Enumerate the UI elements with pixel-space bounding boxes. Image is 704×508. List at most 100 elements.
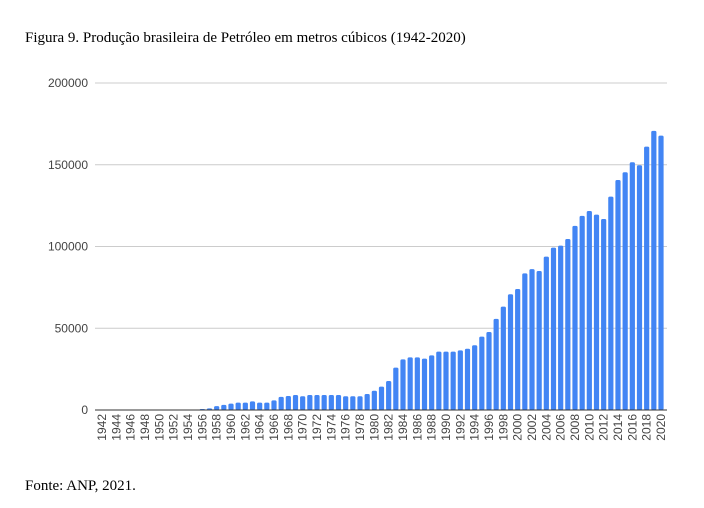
- x-tick-label: 1984: [396, 414, 410, 441]
- bar-1984: [400, 359, 406, 410]
- bar-1972: [314, 394, 320, 410]
- bar-1974: [328, 394, 334, 410]
- bar-1967: [278, 396, 284, 410]
- x-tick-label: 1960: [224, 414, 238, 441]
- bar-1977: [350, 396, 356, 410]
- figure-title: Figura 9. Produção brasileira de Petróle…: [25, 30, 466, 46]
- x-tick-label: 1970: [296, 414, 310, 441]
- x-tick-label: 2000: [511, 414, 525, 441]
- y-tick-label: 150000: [48, 158, 88, 172]
- x-tick-label: 1998: [496, 414, 510, 441]
- bar-1988: [429, 355, 435, 410]
- bar-2012: [601, 219, 607, 410]
- bar-2015: [622, 172, 628, 410]
- x-tick-label: 2020: [654, 414, 668, 441]
- bar-2007: [565, 238, 571, 410]
- x-tick-label: 1952: [167, 414, 181, 441]
- bar-1961: [235, 402, 241, 410]
- bar-1989: [436, 351, 442, 410]
- x-tick-label: 1978: [353, 414, 367, 441]
- bar-1991: [450, 351, 456, 410]
- y-tick-label: 0: [81, 403, 88, 417]
- bar-1995: [479, 336, 485, 410]
- bar-1960: [228, 403, 234, 410]
- x-tick-label: 2012: [597, 414, 611, 441]
- bar-2016: [629, 162, 635, 410]
- bar-1968: [285, 395, 291, 410]
- bar-2002: [529, 269, 535, 410]
- bar-1983: [393, 367, 399, 410]
- bar-1959: [221, 404, 227, 410]
- y-tick-label: 100000: [48, 240, 88, 254]
- x-tick-label: 1950: [152, 414, 166, 441]
- bar-2017: [636, 165, 643, 410]
- bar-2001: [522, 273, 528, 410]
- bar-1965: [264, 402, 270, 410]
- x-tick-label: 1972: [310, 414, 324, 441]
- x-tick-label: 1944: [109, 414, 123, 441]
- bar-2003: [536, 271, 542, 410]
- bar-1990: [443, 351, 449, 410]
- x-tick-label: 1948: [138, 414, 152, 441]
- bar-1982: [386, 381, 392, 410]
- bar-1985: [407, 357, 413, 410]
- bar-2019: [651, 130, 657, 410]
- bar-1996: [486, 332, 492, 410]
- bar-2020: [658, 135, 664, 410]
- bar-1978: [357, 396, 363, 410]
- bar-1976: [343, 396, 349, 410]
- bar-1966: [271, 400, 277, 410]
- x-tick-label: 1996: [482, 414, 496, 441]
- x-tick-label: 1986: [410, 414, 424, 441]
- bar-1993: [464, 348, 471, 410]
- x-tick-label: 1942: [95, 414, 109, 441]
- x-tick-label: 2014: [611, 414, 625, 441]
- bar-1980: [371, 390, 377, 410]
- y-tick-label: 50000: [55, 321, 89, 335]
- bar-1958: [214, 406, 220, 410]
- bar-1970: [300, 396, 306, 410]
- bar-2000: [515, 289, 521, 410]
- x-tick-label: 1946: [124, 414, 138, 441]
- bar-1986: [414, 357, 420, 410]
- x-tick-label: 1976: [339, 414, 353, 441]
- bar-1962: [242, 402, 248, 410]
- bar-2009: [579, 215, 585, 410]
- x-tick-label: 1980: [367, 414, 381, 441]
- bar-1969: [292, 394, 299, 410]
- x-tick-label: 2002: [525, 414, 539, 441]
- bar-1992: [457, 350, 463, 410]
- x-tick-label: 1964: [253, 414, 267, 441]
- bar-1987: [421, 358, 428, 410]
- bar-2004: [543, 256, 549, 410]
- x-tick-label: 2010: [582, 414, 596, 441]
- bar-1971: [307, 394, 313, 410]
- bar-1981: [378, 386, 385, 410]
- x-tick-label: 2006: [554, 414, 568, 441]
- x-tick-label: 1958: [210, 414, 224, 441]
- bar-1963: [249, 401, 256, 410]
- x-tick-label: 1954: [181, 414, 195, 441]
- bar-2005: [550, 247, 557, 410]
- x-tick-label: 2016: [625, 414, 639, 441]
- x-tick-label: 2008: [568, 414, 582, 441]
- bar-2011: [593, 214, 600, 410]
- x-tick-label: 1968: [281, 414, 295, 441]
- bar-1994: [472, 345, 478, 410]
- bar-2014: [615, 179, 621, 410]
- y-tick-label: 200000: [48, 76, 88, 90]
- bar-1979: [364, 393, 370, 410]
- bar-1999: [507, 294, 514, 410]
- source-note: Fonte: ANP, 2021.: [25, 478, 136, 494]
- bar-2008: [572, 225, 578, 410]
- bar-1973: [321, 394, 327, 410]
- x-tick-label: 1966: [267, 414, 281, 441]
- bar-1998: [500, 306, 506, 410]
- x-tick-label: 1962: [238, 414, 252, 441]
- bar-2018: [644, 146, 650, 410]
- x-tick-label: 1956: [195, 414, 209, 441]
- bar-1964: [257, 402, 263, 410]
- x-tick-label: 1974: [324, 414, 338, 441]
- bar-2006: [558, 245, 564, 410]
- bar-1997: [493, 318, 499, 410]
